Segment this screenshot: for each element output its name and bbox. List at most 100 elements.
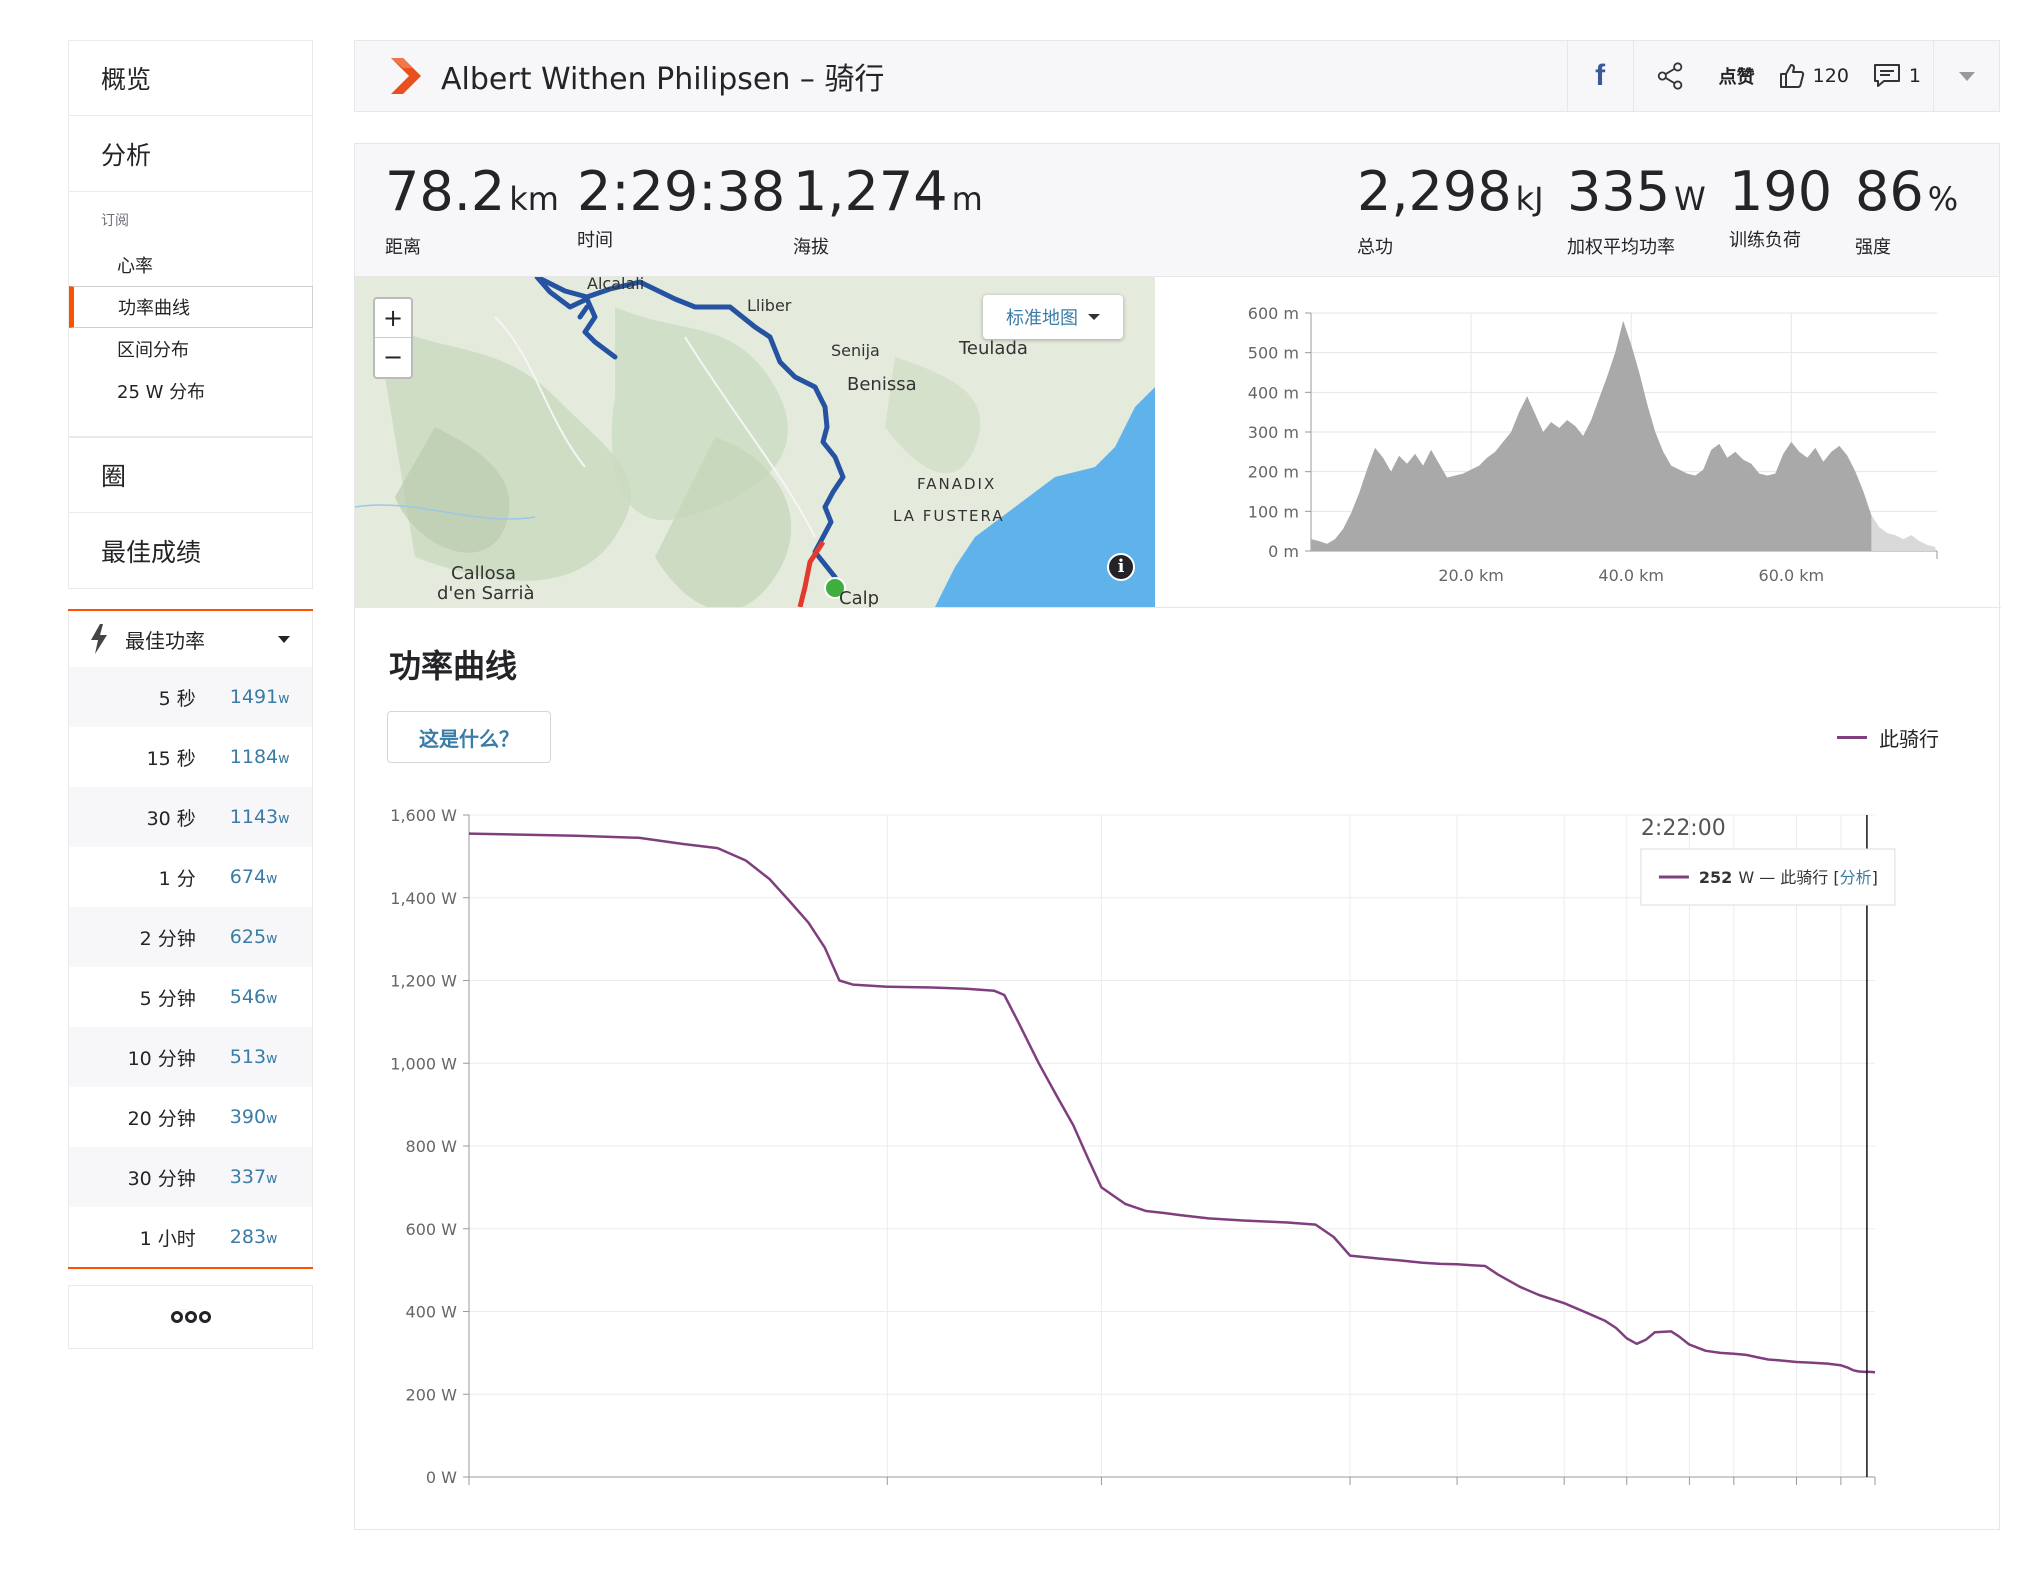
tooltip-unit: W — 此骑行 [ [1738, 868, 1839, 887]
best-power-value[interactable]: 1143w [206, 806, 312, 828]
elev-y-tick-label: 600 m [1248, 304, 1299, 323]
best-power-unit: w [266, 931, 278, 947]
stat-elevation-value: 1,274 [793, 160, 948, 223]
power-curve-chart[interactable]: 1,600 W 1,400 W 1,200 W 1,000 W 800 W 600 W 40… [355, 767, 2001, 1511]
tooltip-close-bracket: ] [1872, 868, 1878, 887]
more-dot-icon [170, 1311, 183, 1323]
kudos-count-button[interactable]: 120 [1767, 41, 1861, 111]
give-kudos-button[interactable]: 点赞 [1718, 67, 1755, 88]
stat-work: 2,298 kJ 总功 [1357, 162, 1544, 259]
nav-best-efforts[interactable]: 最佳成绩 [68, 513, 313, 589]
nav-25w-distribution[interactable]: 25 W 分布 [117, 382, 206, 403]
nav-laps[interactable]: 圈 [68, 437, 313, 513]
power-y-tick-label: 1,200 W [390, 972, 457, 991]
best-power-unit: w [266, 1231, 278, 1247]
best-power-row[interactable]: 1 分 674w [68, 847, 313, 907]
map-canvas[interactable]: Alcalali Lliber Senija Teulada Benissa F… [355, 277, 1155, 607]
power-curve-title: 功率曲线 [389, 647, 518, 685]
elev-y-tick-label: 100 m [1248, 502, 1299, 521]
stat-elevation-label: 海拔 [793, 237, 829, 258]
zoom-in-button[interactable]: + [382, 304, 404, 332]
route-map[interactable]: Alcalali Lliber Senija Teulada Benissa F… [355, 277, 1155, 607]
stat-distance-unit: km [509, 180, 559, 218]
nav-power-curve[interactable]: 功率曲线 [69, 286, 313, 328]
best-power-value-number: 1491 [229, 686, 279, 708]
best-power-row[interactable]: 15 秒 1184w [68, 727, 313, 787]
best-power-value-number: 283 [229, 1226, 267, 1248]
best-power-value[interactable]: 283w [206, 1226, 312, 1248]
best-power-value[interactable]: 625w [206, 926, 312, 948]
best-power-row[interactable]: 1 小时 283w [68, 1207, 313, 1267]
stat-intensity-value: 86 [1855, 160, 1924, 223]
more-actions-dropdown[interactable] [1933, 41, 1999, 111]
best-power-duration: 30 分钟 [127, 1167, 196, 1190]
map-label: Calp [839, 588, 879, 607]
chevron-down-icon [1088, 314, 1100, 320]
best-power-unit: w [278, 811, 290, 827]
best-power-value[interactable]: 546w [206, 986, 312, 1008]
best-power-value-number: 625 [229, 926, 267, 948]
power-y-tick-label: 1,600 W [390, 806, 457, 825]
stat-time: 2:29:38 时间 [577, 162, 785, 252]
nav-analysis[interactable]: 分析 [68, 116, 313, 192]
share-button[interactable] [1632, 41, 1707, 111]
more-dot-icon [198, 1311, 211, 1323]
map-label: Lliber [747, 296, 792, 315]
best-power-value[interactable]: 337w [206, 1166, 312, 1188]
best-power-value-number: 546 [229, 986, 267, 1008]
best-power-row[interactable]: 2 分钟 625w [68, 907, 313, 967]
best-power-unit: w [266, 991, 278, 1007]
best-power-value[interactable]: 674w [206, 866, 312, 888]
best-power-value[interactable]: 390w [206, 1106, 312, 1128]
elev-y-tick-label: 0 m [1268, 542, 1299, 561]
comments-button[interactable]: 1 [1861, 41, 1933, 111]
best-power-value-number: 513 [229, 1046, 267, 1068]
elevation-chart[interactable]: 600 m 500 m 400 m 300 m 200 m 100 m 0 m 20.0 km… [1175, 277, 2001, 607]
zoom-out-button[interactable]: − [375, 337, 411, 376]
best-power-duration: 5 分钟 [139, 987, 196, 1010]
more-dot-icon [184, 1311, 197, 1323]
best-power-unit: w [278, 691, 290, 707]
best-power-unit: w [278, 751, 290, 767]
power-y-tick-label: 1,400 W [390, 889, 457, 908]
best-power-row[interactable]: 30 分钟 337w [68, 1147, 313, 1207]
stat-time-label: 时间 [577, 230, 613, 251]
comments-count: 1 [1908, 65, 1921, 87]
best-power-row[interactable]: 10 分钟 513w [68, 1027, 313, 1087]
analysis-panel: Alcalali Lliber Senija Teulada Benissa F… [354, 277, 2001, 1530]
map-type-dropdown[interactable]: 标准地图 [983, 295, 1123, 339]
facebook-share-button[interactable]: f [1566, 41, 1633, 111]
elev-x-tick-label: 20.0 km [1438, 566, 1504, 585]
map-info-icon[interactable]: i [1107, 553, 1135, 581]
legend-label: 此骑行 [1879, 727, 1939, 751]
elevation-area [1311, 320, 1872, 551]
header-actions: f 点赞 120 1 [1566, 41, 1999, 111]
best-power-row[interactable]: 5 分钟 546w [68, 967, 313, 1027]
what-is-this-button[interactable]: 这是什么？ [387, 711, 551, 763]
tooltip-value: 252 [1699, 868, 1732, 887]
best-power-row[interactable]: 5 秒 1491w [68, 667, 313, 727]
route-end-segment [797, 540, 826, 607]
best-power-value[interactable]: 513w [206, 1046, 312, 1068]
legend-swatch [1837, 736, 1867, 739]
power-curve-svg[interactable]: 1,600 W 1,400 W 1,200 W 1,000 W 800 W 600 W 40… [355, 767, 2001, 1511]
best-power-row[interactable]: 30 秒 1143w [68, 787, 313, 847]
stat-elevation-unit: m [951, 180, 983, 218]
best-power-row[interactable]: 20 分钟 390w [68, 1087, 313, 1147]
nav-overview[interactable]: 概览 [68, 40, 313, 116]
best-power-header[interactable]: 最佳功率 [68, 611, 313, 667]
tooltip-analysis-link[interactable]: 分析 [1840, 868, 1872, 887]
chart-legend[interactable]: 此骑行 [1837, 723, 1939, 752]
best-power-value-number: 1143 [229, 806, 279, 828]
best-power-unit: w [266, 1051, 278, 1067]
elevation-profile[interactable]: 600 m 500 m 400 m 300 m 200 m 100 m 0 m 20.0 km… [1175, 277, 2001, 607]
chart-tooltip: 252 W — 此骑行 [分析] [1640, 848, 1896, 906]
map-type-label: 标准地图 [1006, 308, 1078, 329]
more-options-button[interactable] [68, 1285, 313, 1349]
nav-zone-distribution[interactable]: 区间分布 [117, 340, 189, 361]
best-power-value[interactable]: 1491w [206, 686, 312, 708]
kudos-count: 120 [1812, 65, 1849, 87]
chevron-down-icon[interactable] [278, 635, 290, 643]
nav-heart-rate[interactable]: 心率 [117, 256, 153, 277]
best-power-value[interactable]: 1184w [206, 746, 312, 768]
